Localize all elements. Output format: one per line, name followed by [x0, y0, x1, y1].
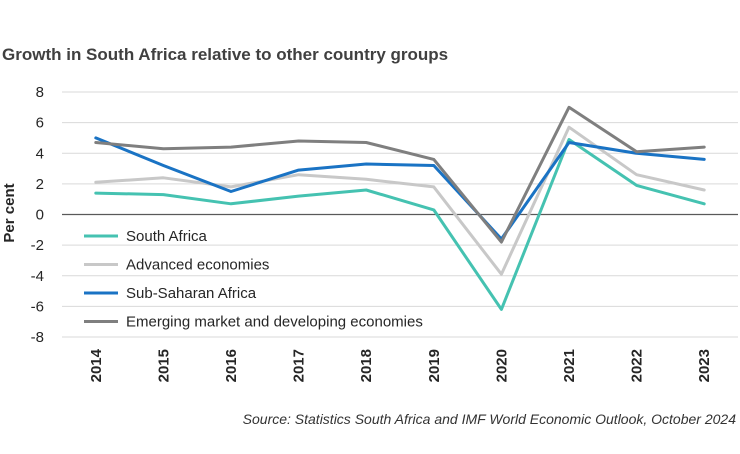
y-tick-label: -4 — [31, 268, 44, 285]
y-tick-label: 6 — [36, 115, 44, 132]
x-tick-label: 2020 — [493, 349, 510, 382]
series-line — [94, 138, 706, 311]
x-tick-label: 2023 — [696, 349, 713, 382]
x-tick-label: 2019 — [426, 349, 443, 382]
legend-label: Sub-Saharan Africa — [126, 285, 257, 302]
legend-item: Advanced economies — [84, 257, 269, 274]
x-tick-label: 2018 — [358, 349, 375, 382]
source-note: Source: Statistics South Africa and IMF … — [243, 411, 737, 427]
y-tick-label: -2 — [31, 237, 44, 254]
chart-title: Growth in South Africa relative to other… — [2, 45, 448, 64]
legend-label: Emerging market and developing economies — [126, 314, 423, 331]
series-lines — [94, 105, 706, 311]
x-tick-label: 2017 — [291, 349, 308, 382]
y-axis-label: Per cent — [1, 183, 18, 242]
y-tick-label: -6 — [31, 298, 44, 315]
y-tick-label: 2 — [36, 176, 44, 193]
legend: South Africa Advanced economies Sub-Sahara… — [84, 228, 423, 331]
x-tick-label: 2015 — [155, 349, 172, 382]
y-tick-label: 4 — [36, 145, 44, 162]
y-tick-label: 8 — [36, 84, 44, 101]
legend-item: Emerging market and developing economies — [84, 314, 423, 331]
legend-label: Advanced economies — [126, 257, 269, 274]
y-tick-label: -8 — [31, 329, 44, 346]
legend-label: South Africa — [126, 228, 208, 245]
legend-item: Sub-Saharan Africa — [84, 285, 257, 302]
x-tick-label: 2022 — [629, 349, 646, 382]
series-line — [94, 125, 706, 276]
series-line — [94, 136, 706, 241]
axes: -8 -6 -4 -2 0 2 4 6 8 2014 2015 2016 2017 2018 2019 202… — [31, 84, 738, 382]
series-line — [94, 105, 706, 244]
x-tick-label: 2014 — [88, 348, 105, 382]
x-tick-label: 2016 — [223, 349, 240, 382]
legend-item: South Africa — [84, 228, 208, 245]
y-tick-label: 0 — [36, 207, 44, 224]
x-tick-label: 2021 — [561, 349, 578, 382]
